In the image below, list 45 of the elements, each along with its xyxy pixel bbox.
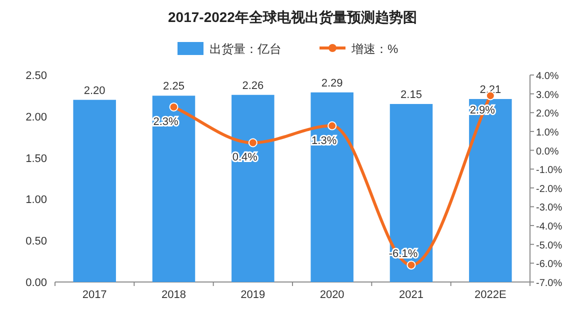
y-tick-label: 0.00 <box>26 277 47 289</box>
y2-tick-label: -4.0% <box>536 222 562 233</box>
data-label: 2.3% <box>153 116 178 128</box>
data-label: 1.3% <box>312 134 337 147</box>
data-label: 2.29 <box>321 77 343 90</box>
y2-tick-label: -3.0% <box>536 202 562 214</box>
bar <box>469 99 512 282</box>
y-tick-label: 2.00 <box>26 111 47 124</box>
y2-tick-label: -1.0% <box>536 165 562 176</box>
legend-label: 增速：% <box>350 42 398 56</box>
data-label: 0.4% <box>232 152 258 164</box>
y2-tick-label: -5.0% <box>536 240 562 252</box>
x-tick-label: 2019 <box>240 289 266 301</box>
y-tick-label: 1.50 <box>26 152 47 165</box>
bar <box>73 100 116 282</box>
x-tick-label: 2020 <box>320 289 344 301</box>
y2-tick-label: -6.0% <box>536 259 562 270</box>
bar <box>310 92 354 282</box>
x-tick-label: 2018 <box>162 289 186 301</box>
y-tick-label: 0.50 <box>26 236 47 248</box>
data-label: 2.20 <box>84 84 106 97</box>
y-tick-label: 1.00 <box>26 194 47 206</box>
bar <box>152 96 196 282</box>
y2-tick-label: 1.0% <box>536 127 559 138</box>
data-label: 2.25 <box>163 80 184 93</box>
y2-tick-label: -7.0% <box>536 278 562 289</box>
y2-tick-label: 2.0% <box>536 108 559 120</box>
y2-tick-label: -2.0% <box>536 184 562 195</box>
chart-title: 2017-2022年全球电视出货量预测趋势图 <box>168 9 417 25</box>
point <box>328 121 337 130</box>
y2-tick-label: 3.0% <box>536 90 559 101</box>
x-tick-label: 2021 <box>399 289 424 301</box>
data-label: 2.26 <box>242 80 264 92</box>
bar <box>390 104 433 282</box>
bar <box>232 94 274 282</box>
y2-tick-label: 0.0% <box>536 146 559 158</box>
data-label: 2.15 <box>400 88 422 101</box>
x-tick-label: 2017 <box>82 289 107 301</box>
x-tick-label: 2022E <box>474 289 506 301</box>
point <box>248 138 258 148</box>
y2-tick-label: 4.0% <box>536 71 559 82</box>
point <box>406 260 416 270</box>
y-tick-label: 2.50 <box>26 70 47 82</box>
point <box>169 102 178 112</box>
legend-label: 出货量：亿台 <box>210 42 282 56</box>
